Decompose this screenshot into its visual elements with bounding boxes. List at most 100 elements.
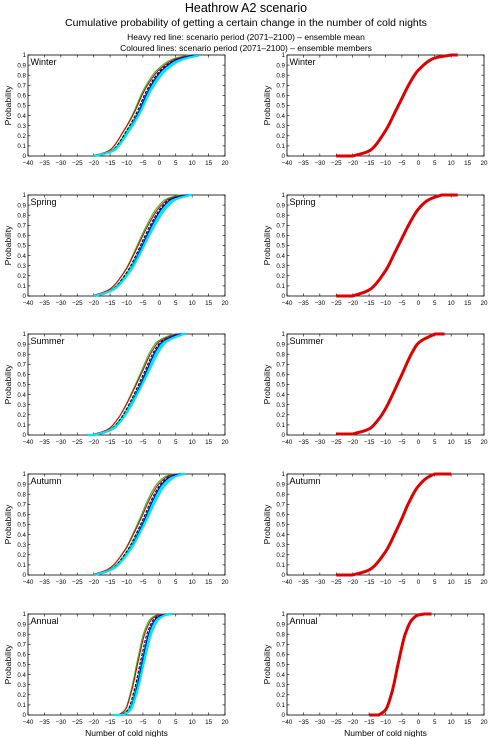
y-tick-label: 0.3 xyxy=(17,123,26,130)
y-tick-label: 0 xyxy=(282,293,286,300)
x-tick-label: 20 xyxy=(480,439,488,446)
y-tick-label: 0.2 xyxy=(276,552,285,559)
y-tick-label: 0.3 xyxy=(17,682,26,689)
y-tick-label: 0 xyxy=(282,153,286,160)
x-tick-label: −25 xyxy=(72,300,83,307)
ensemble-mean-line xyxy=(336,472,452,577)
x-tick-label: −5 xyxy=(398,579,406,586)
y-tick-label: 0.2 xyxy=(17,692,26,699)
panel-label: Winter xyxy=(290,57,316,67)
panel-autumn-mean: −40 −35 −30 −25 −20 −15 −10 −5 0 5 10 15 20 0 0.1 0.2 0.… xyxy=(262,471,488,586)
x-tick-label: 10 xyxy=(448,160,456,167)
ensemble-member-line xyxy=(113,612,173,717)
x-tick-label: −35 xyxy=(298,579,309,586)
x-tick-label: −20 xyxy=(88,300,99,307)
x-tick-label: −40 xyxy=(282,300,293,307)
x-tick-label: −10 xyxy=(380,579,391,586)
y-tick-label: 0.4 xyxy=(17,113,26,120)
x-tick-label: −20 xyxy=(88,579,99,586)
y-tick-label: 0.9 xyxy=(276,481,285,488)
y-tick-label: 0.8 xyxy=(17,631,26,638)
x-tick-label: −5 xyxy=(398,160,406,167)
y-tick-label: 0.2 xyxy=(17,412,26,419)
y-tick-label: 0.4 xyxy=(276,113,285,120)
plot-frame xyxy=(286,54,485,157)
x-tick-label: −15 xyxy=(364,719,375,726)
x-tick-label: −25 xyxy=(72,719,83,726)
ensemble-member-line xyxy=(93,473,186,575)
x-tick-label: −30 xyxy=(314,160,325,167)
y-tick-label: 0.9 xyxy=(276,202,285,209)
x-tick-label: −40 xyxy=(282,579,293,586)
panel-label: Summer xyxy=(290,336,324,346)
x-tick-label: −5 xyxy=(139,300,147,307)
x-tick-label: −15 xyxy=(105,719,116,726)
panel-winter-mean: −40 −35 −30 −25 −20 −15 −10 −5 0 5 10 15 20 0 0.1 0.2 0.… xyxy=(262,52,488,167)
panel-summer-mean: −40 −35 −30 −25 −20 −15 −10 −5 0 5 10 15 20 0 0.1 0.2 0.… xyxy=(262,331,488,446)
y-tick-label: 0.5 xyxy=(276,243,285,250)
y-axis-label: Probability xyxy=(262,225,272,265)
x-tick-label: 15 xyxy=(205,160,213,167)
y-tick-label: 0.8 xyxy=(276,631,285,638)
panel-spring-mean: −40 −35 −30 −25 −20 −15 −10 −5 0 5 10 15 20 0 0.1 0.2 0.… xyxy=(262,192,488,307)
x-tick-label: −35 xyxy=(298,160,309,167)
x-tick-label: 0 xyxy=(158,439,162,446)
x-tick-label: −25 xyxy=(72,160,83,167)
x-tick-label: −15 xyxy=(105,579,116,586)
x-tick-label: −25 xyxy=(331,300,342,307)
x-tick-label: 0 xyxy=(417,579,421,586)
y-tick-label: 1 xyxy=(282,52,286,59)
y-tick-label: 0.9 xyxy=(17,621,26,628)
x-tick-label: −20 xyxy=(347,439,358,446)
y-tick-label: 0.8 xyxy=(276,72,285,79)
y-tick-label: 1 xyxy=(23,611,27,618)
y-axis-label: Probability xyxy=(3,644,13,684)
x-tick-label: −35 xyxy=(39,439,50,446)
y-tick-label: 0.1 xyxy=(276,422,285,429)
y-tick-label: 0 xyxy=(282,712,286,719)
y-tick-label: 0.5 xyxy=(17,382,26,389)
x-tick-label: 10 xyxy=(189,579,197,586)
x-tick-label: −5 xyxy=(398,300,406,307)
y-tick-label: 0.4 xyxy=(276,253,285,260)
panel-annual-mean: −40 −35 −30 −25 −20 −15 −10 −5 0 5 10 15 20 0 0.1 0.2 0.… xyxy=(262,611,488,737)
ensemble-mean-line xyxy=(369,612,432,717)
x-tick-label: −25 xyxy=(331,160,342,167)
x-tick-label: −10 xyxy=(121,439,132,446)
y-tick-label: 1 xyxy=(23,52,27,59)
x-tick-label: 0 xyxy=(417,719,421,726)
plot-frame xyxy=(286,613,485,716)
x-tick-label: 0 xyxy=(417,439,421,446)
y-tick-label: 1 xyxy=(282,331,286,338)
y-tick-label: 0.2 xyxy=(276,273,285,280)
y-tick-label: 0.1 xyxy=(17,422,26,429)
y-tick-label: 0.4 xyxy=(17,253,26,260)
y-tick-label: 0.3 xyxy=(17,263,26,270)
y-tick-label: 0.8 xyxy=(17,212,26,219)
y-tick-label: 0.7 xyxy=(17,362,26,369)
y-tick-label: 0.7 xyxy=(17,502,26,509)
x-tick-label: −40 xyxy=(282,160,293,167)
y-tick-label: 0.7 xyxy=(276,502,285,509)
panel-label: Spring xyxy=(31,197,57,207)
x-tick-label: −15 xyxy=(105,160,116,167)
y-tick-label: 0.6 xyxy=(17,652,26,659)
x-tick-label: 10 xyxy=(448,719,456,726)
y-tick-label: 0.8 xyxy=(17,72,26,79)
x-tick-label: 15 xyxy=(205,719,213,726)
x-tick-label: −40 xyxy=(23,579,34,586)
y-axis-label: Probability xyxy=(3,85,13,125)
y-tick-label: 0.1 xyxy=(17,702,26,709)
y-tick-label: 1 xyxy=(23,471,27,478)
x-tick-label: −30 xyxy=(55,719,66,726)
plot-frame xyxy=(27,54,226,157)
y-tick-label: 0.3 xyxy=(276,263,285,270)
panel-label: Summer xyxy=(31,336,65,346)
y-tick-label: 0.6 xyxy=(17,372,26,379)
figure-title: Heathrow A2 scenario xyxy=(184,1,308,15)
y-tick-label: 0.7 xyxy=(17,642,26,649)
panel-label: Annual xyxy=(31,616,59,626)
x-tick-label: −15 xyxy=(364,579,375,586)
x-tick-label: −20 xyxy=(88,439,99,446)
